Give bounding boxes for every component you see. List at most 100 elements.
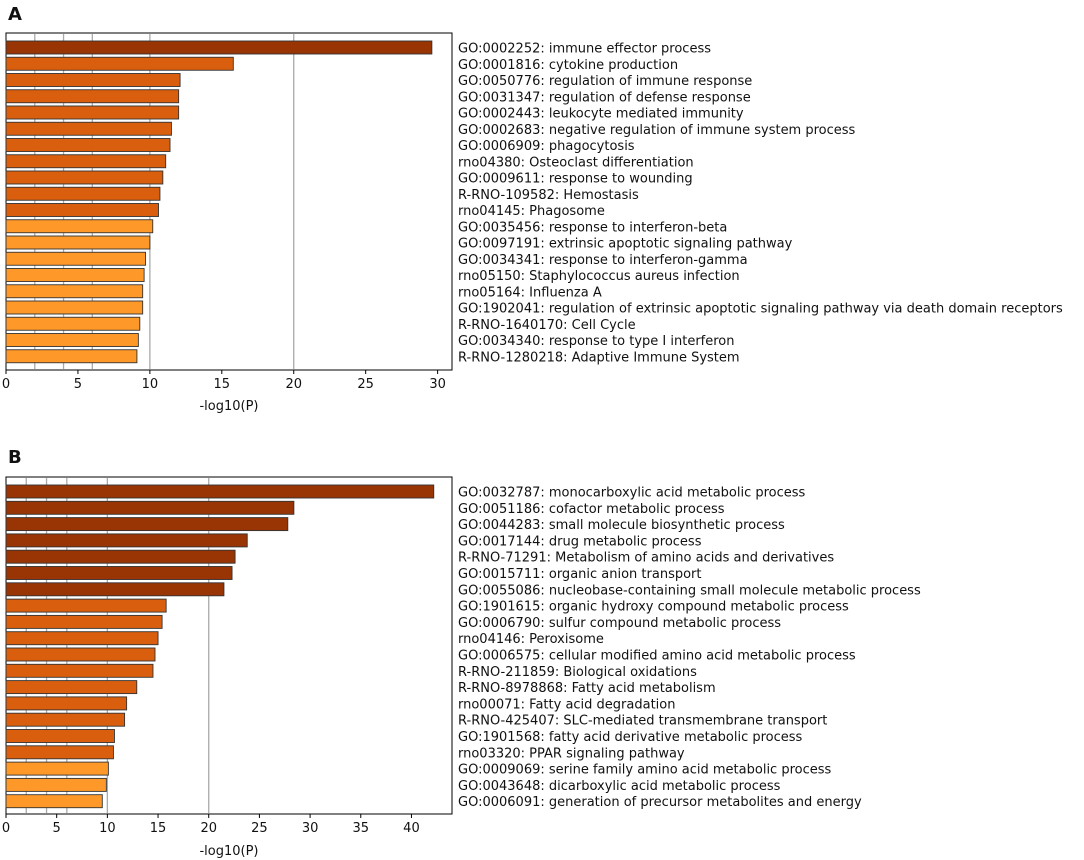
panel-a-bar-5 — [5, 121, 172, 136]
panel-b-term-label-2: GO:0044283: small molecule biosynthetic … — [458, 518, 785, 533]
panel-a-term-label-9: R-RNO-109582: Hemostasis — [458, 188, 639, 203]
panel-b-letter: B — [8, 447, 22, 468]
panel-a-bar-0 — [5, 40, 433, 55]
panel-b-bar-18 — [5, 777, 107, 792]
panel-b-x-tick-label-3: 15 — [150, 821, 167, 836]
panel-a-term-label-8: GO:0009611: response to wounding — [458, 172, 693, 187]
panel-b-term-label-17: GO:0009069: serine family amino acid met… — [458, 763, 832, 778]
panel-a-x-tick-label-3: 15 — [214, 377, 231, 392]
panel-a-bar-18 — [5, 333, 139, 347]
panel-a-x-tick-label-4: 20 — [285, 377, 302, 392]
panel-b-x-axis-title: -log10(P) — [199, 844, 258, 859]
panel-b-term-label-8: GO:0006790: sulfur compound metabolic pr… — [458, 616, 781, 631]
panel-a-term-label-18: GO:0034340: response to type I interfero… — [458, 334, 735, 349]
panel-a-term-label-16: GO:1902041: regulation of extrinsic apop… — [458, 302, 1063, 317]
panel-a-bar-11 — [5, 219, 154, 234]
panel-a-x-tick-label-6: 30 — [429, 377, 446, 392]
panel-a-bar-9 — [5, 186, 161, 201]
panel-b-bar-0 — [5, 484, 435, 499]
panel-a-bar-8 — [5, 170, 164, 185]
panel-b-term-label-11: R-RNO-211859: Biological oxidations — [458, 665, 697, 680]
panel-a-bar-16 — [5, 300, 144, 315]
panel-a-bar-13 — [5, 251, 147, 266]
panel-b-bar-15 — [5, 729, 115, 743]
panel-b-x-tick-label-7: 35 — [352, 821, 369, 836]
panel-b-bar-5 — [5, 566, 233, 580]
panel-a-bar-2 — [5, 73, 181, 87]
panel-b-bar-19 — [5, 794, 103, 809]
panel-b-x-tick-label-2: 10 — [99, 821, 116, 836]
panel-b-term-label-15: GO:1901568: fatty acid derivative metabo… — [458, 730, 803, 745]
panel-a-term-label-5: GO:0002683: negative regulation of immun… — [458, 123, 856, 138]
panel-b-bar-1 — [5, 500, 295, 515]
panel-b-term-label-9: rno04146: Peroxisome — [458, 632, 604, 647]
panel-a: A 0 5 10 15 20 25 30 GO:0002252: immune effect… — [2, 4, 1063, 414]
panel-a-x-tick-label-2: 10 — [142, 377, 159, 392]
panel-b-x-tick-label-4: 20 — [200, 821, 217, 836]
panel-b-bar-17 — [5, 761, 109, 776]
panel-b-x-tick-label-5: 25 — [251, 821, 268, 836]
panel-b-bar-14 — [5, 712, 126, 727]
panel-a-bar-6 — [5, 138, 171, 152]
panel-a-term-label-13: GO:0034341: response to interferon-gamma — [458, 253, 748, 268]
panel-b-bar-7 — [5, 598, 167, 613]
panel-b-bar-6 — [5, 582, 225, 597]
panel-a-bar-4 — [5, 105, 180, 120]
panel-b-bar-16 — [5, 745, 114, 760]
panel-a-term-label-2: GO:0050776: regulation of immune respons… — [458, 74, 752, 89]
panel-b-bar-9 — [5, 631, 159, 646]
panel-a-bar-3 — [5, 89, 180, 104]
panel-a-x-tick-label-0: 0 — [2, 377, 10, 392]
panel-a-term-label-6: GO:0006909: phagocytosis — [458, 139, 635, 154]
panel-b-bar-10 — [5, 647, 156, 662]
panel-a-bar-1 — [5, 56, 234, 71]
panel-b-term-label-10: GO:0006575: cellular modified amino acid… — [458, 649, 856, 664]
panel-a-term-label-0: GO:0002252: immune effector process — [458, 42, 711, 57]
panel-b-bar-12 — [5, 680, 138, 695]
panel-a-x-tick-label-1: 5 — [74, 377, 82, 392]
panel-a-term-label-17: R-RNO-1640170: Cell Cycle — [458, 318, 636, 333]
panel-b-term-label-5: GO:0015711: organic anion transport — [458, 567, 702, 582]
panel-a-term-label-1: GO:0001816: cytokine production — [458, 58, 678, 73]
panel-b-term-label-19: GO:0006091: generation of precursor meta… — [458, 795, 862, 810]
panel-b-term-label-3: GO:0017144: drug metabolic process — [458, 534, 702, 549]
panel-a-bar-14 — [5, 268, 145, 282]
panel-a-bar-7 — [5, 154, 167, 169]
panel-a-term-label-7: rno04380: Osteoclast differentiation — [458, 155, 694, 170]
panel-b-x-tick-label-1: 5 — [53, 821, 61, 836]
panel-b: B 0 5 10 15 20 25 30 35 40 GO:0032787: monocarbo… — [2, 447, 921, 859]
panel-b-bar-4 — [5, 549, 236, 564]
panel-a-term-label-15: rno05164: Influenza A — [458, 285, 602, 300]
panel-a-bar-17 — [5, 316, 141, 331]
panel-b-term-label-6: GO:0055086: nucleobase-containing small … — [458, 583, 921, 598]
panel-a-x-axis-title: -log10(P) — [199, 399, 258, 414]
panel-a-bar-15 — [5, 284, 144, 299]
panel-b-x-tick-label-0: 0 — [2, 821, 10, 836]
panel-b-term-label-18: GO:0043648: dicarboxylic acid metabolic … — [458, 779, 781, 794]
panel-b-term-label-13: rno00071: Fatty acid degradation — [458, 697, 676, 712]
panel-b-term-label-7: GO:1901615: organic hydroxy compound met… — [458, 600, 849, 615]
panel-a-term-label-10: rno04145: Phagosome — [458, 204, 605, 219]
panel-b-bar-3 — [5, 533, 248, 548]
panel-b-x-tick-label-6: 30 — [302, 821, 319, 836]
panel-a-term-label-3: GO:0031347: regulation of defense respon… — [458, 90, 751, 105]
panel-a-x-tick-label-5: 25 — [357, 377, 374, 392]
panel-a-bar-19 — [5, 349, 138, 364]
panel-b-term-label-12: R-RNO-8978868: Fatty acid metabolism — [458, 681, 716, 696]
panel-b-term-label-16: rno03320: PPAR signaling pathway — [458, 746, 685, 761]
panel-b-bar-13 — [5, 696, 128, 711]
panel-b-bar-11 — [5, 663, 154, 678]
panel-a-bar-12 — [5, 235, 151, 250]
panel-b-term-label-4: R-RNO-71291: Metabolism of amino acids a… — [458, 551, 834, 566]
panel-a-term-label-14: rno05150: Staphylococcus aureus infectio… — [458, 269, 740, 284]
panel-b-term-label-14: R-RNO-425407: SLC-mediated transmembrane… — [458, 714, 827, 729]
panel-a-term-label-4: GO:0002443: leukocyte mediated immunity — [458, 107, 744, 122]
panel-a-term-label-12: GO:0097191: extrinsic apoptotic signalin… — [458, 237, 793, 252]
panel-b-x-tick-label-8: 40 — [403, 821, 420, 836]
panel-b-bar-2 — [5, 517, 289, 532]
panel-a-letter: A — [8, 4, 22, 25]
panel-a-term-label-11: GO:0035456: response to interferon-beta — [458, 220, 727, 235]
panel-a-bar-10 — [5, 203, 159, 217]
panel-b-bar-8 — [5, 614, 163, 629]
